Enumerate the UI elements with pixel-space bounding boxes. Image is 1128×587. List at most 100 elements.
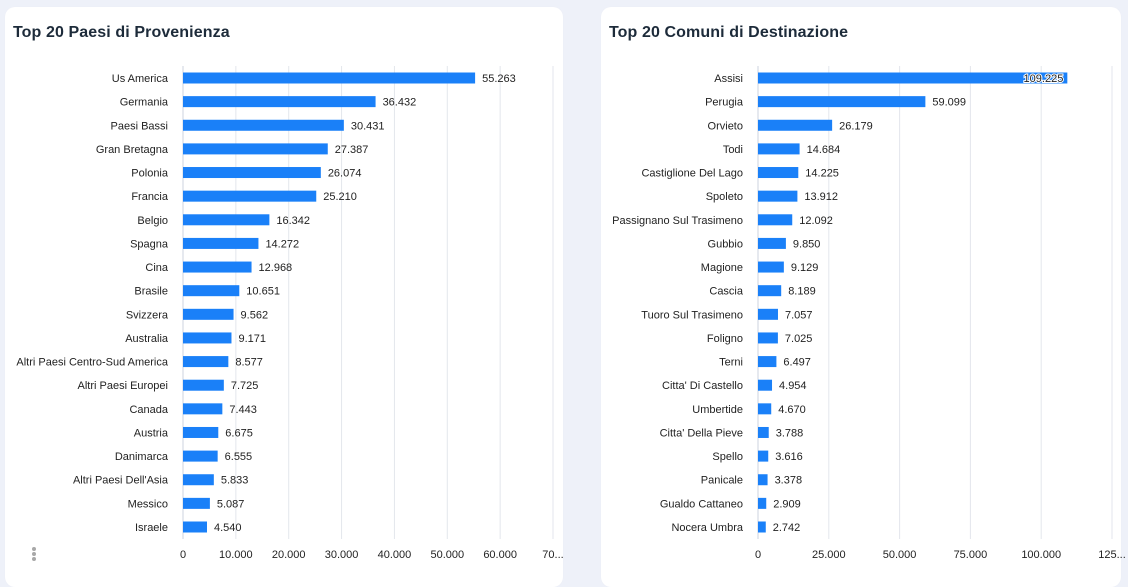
value-label: 7.025 bbox=[785, 333, 813, 345]
value-label: 7.443 bbox=[229, 404, 257, 416]
category-label: Umbertide bbox=[692, 404, 743, 416]
bar[interactable] bbox=[758, 237, 786, 249]
bar[interactable] bbox=[758, 261, 784, 273]
value-label: 12.092 bbox=[799, 215, 833, 227]
bar[interactable] bbox=[183, 190, 317, 202]
category-label: Cascia bbox=[709, 286, 744, 298]
category-label: Brasile bbox=[134, 286, 168, 298]
category-label: Spoleto bbox=[706, 191, 743, 203]
bar[interactable] bbox=[183, 450, 218, 462]
bar[interactable] bbox=[183, 214, 270, 226]
category-label: Canada bbox=[129, 404, 168, 416]
value-label: 14.684 bbox=[807, 144, 841, 156]
value-label: 4.670 bbox=[778, 404, 806, 416]
bar[interactable] bbox=[758, 167, 799, 179]
more-vertical-icon[interactable] bbox=[30, 547, 38, 565]
bar[interactable] bbox=[183, 474, 214, 486]
x-tick-label: 20.000 bbox=[272, 549, 306, 561]
x-tick-label: 60.000 bbox=[483, 549, 517, 561]
category-label: Altri Paesi Dell'Asia bbox=[73, 475, 169, 487]
x-tick-label: 40.000 bbox=[378, 549, 412, 561]
bar[interactable] bbox=[183, 332, 232, 344]
value-label: 9.562 bbox=[241, 309, 269, 321]
bar[interactable] bbox=[758, 96, 926, 108]
value-label: 4.540 bbox=[214, 522, 242, 534]
bar[interactable] bbox=[758, 356, 777, 368]
category-label: Cina bbox=[145, 262, 169, 274]
category-label: Terni bbox=[719, 357, 743, 369]
value-label: 55.263 bbox=[482, 73, 516, 85]
bar[interactable] bbox=[183, 403, 223, 415]
bar[interactable] bbox=[758, 190, 798, 202]
value-label: 7.725 bbox=[231, 380, 259, 392]
value-label: 7.057 bbox=[785, 309, 813, 321]
category-label: Gualdo Cattaneo bbox=[660, 498, 743, 510]
category-label: Castiglione Del Lago bbox=[641, 168, 743, 180]
bar[interactable] bbox=[183, 308, 234, 320]
x-tick-label: 30.000 bbox=[325, 549, 359, 561]
bar[interactable] bbox=[758, 497, 767, 509]
chart-title: Top 20 Comuni di Destinazione bbox=[609, 24, 849, 41]
bar[interactable] bbox=[183, 119, 344, 131]
category-label: Us America bbox=[112, 73, 169, 85]
x-tick-label: 25.000 bbox=[812, 549, 846, 561]
bar[interactable] bbox=[183, 72, 476, 84]
category-label: Perugia bbox=[705, 97, 744, 109]
category-label: Passignano Sul Trasimeno bbox=[612, 215, 743, 227]
bar[interactable] bbox=[758, 379, 773, 391]
x-tick-label: 0 bbox=[755, 549, 761, 561]
bar[interactable] bbox=[758, 308, 778, 320]
bar[interactable] bbox=[183, 521, 207, 533]
bar[interactable] bbox=[758, 332, 778, 344]
category-label: Nocera Umbra bbox=[671, 522, 743, 534]
bar[interactable] bbox=[758, 521, 766, 533]
bar[interactable] bbox=[758, 119, 833, 131]
category-label: Paesi Bassi bbox=[111, 120, 168, 132]
value-label: 2.909 bbox=[773, 498, 801, 510]
bar[interactable] bbox=[183, 96, 376, 108]
bar[interactable] bbox=[758, 72, 1068, 84]
bar[interactable] bbox=[758, 403, 772, 415]
value-label: 3.616 bbox=[775, 451, 803, 463]
bar[interactable] bbox=[758, 450, 769, 462]
chart-comuni-destinazione: 0 25.000 50.000 75.000 100.000 125... Assisi 10… bbox=[612, 66, 1126, 561]
bar[interactable] bbox=[758, 285, 782, 297]
category-label: Messico bbox=[128, 498, 168, 510]
value-label: 36.432 bbox=[383, 97, 417, 109]
bar[interactable] bbox=[183, 426, 219, 438]
category-label: Magione bbox=[701, 262, 743, 274]
x-tick-label: 125... bbox=[1098, 549, 1126, 561]
bar[interactable] bbox=[758, 474, 768, 486]
category-label: Altri Paesi Centro-Sud America bbox=[16, 357, 168, 369]
bar[interactable] bbox=[183, 285, 240, 297]
bar[interactable] bbox=[183, 379, 224, 391]
category-label: Belgio bbox=[137, 215, 168, 227]
category-label: Altri Paesi Europei bbox=[78, 380, 169, 392]
value-label: 3.788 bbox=[776, 427, 804, 439]
bar[interactable] bbox=[183, 356, 229, 368]
value-label: 8.577 bbox=[235, 357, 263, 369]
bar[interactable] bbox=[758, 214, 793, 226]
value-label: 6.497 bbox=[783, 357, 811, 369]
bar[interactable] bbox=[183, 143, 328, 155]
category-label: Citta' Di Castello bbox=[662, 380, 743, 392]
category-label: Foligno bbox=[707, 333, 743, 345]
bar[interactable] bbox=[758, 426, 769, 438]
bar[interactable] bbox=[183, 261, 252, 273]
value-label: 4.954 bbox=[779, 380, 807, 392]
bar[interactable] bbox=[758, 143, 800, 155]
category-label: Gubbio bbox=[708, 238, 743, 250]
x-tick-label: 75.000 bbox=[954, 549, 988, 561]
x-tick-label: 0 bbox=[180, 549, 186, 561]
value-label: 10.651 bbox=[246, 286, 280, 298]
bar[interactable] bbox=[183, 497, 210, 509]
category-label: Todi bbox=[723, 144, 743, 156]
bar[interactable] bbox=[183, 167, 321, 179]
value-label: 3.378 bbox=[775, 475, 803, 487]
x-tick-label: 70... bbox=[542, 549, 563, 561]
value-label: 26.074 bbox=[328, 168, 362, 180]
category-label: Polonia bbox=[131, 168, 169, 180]
x-tick-label: 10.000 bbox=[219, 549, 253, 561]
category-label: Spagna bbox=[130, 238, 169, 250]
bar[interactable] bbox=[183, 237, 259, 249]
